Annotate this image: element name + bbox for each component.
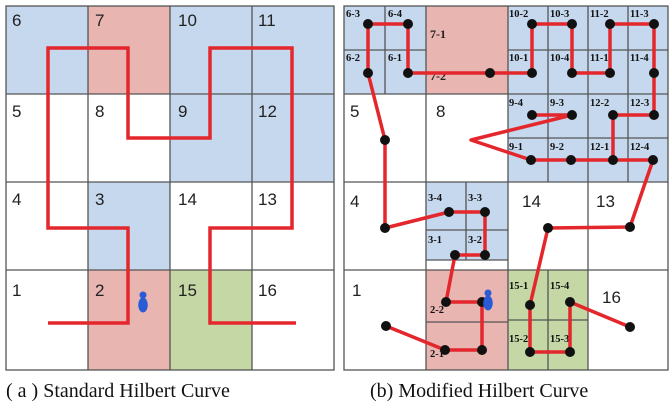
subcell-label: 3-2 xyxy=(468,235,482,246)
subcell-label: 10-4 xyxy=(550,53,570,64)
panel-a: 6 7 10 11 5 8 9 12 4 3 14 13 1 2 15 16 xyxy=(5,5,335,371)
subcell-label: 12-4 xyxy=(630,142,650,153)
panel-b: 5 8 4 14 13 1 16 7-1 7-2 6-3 6-4 6-2 6-1… xyxy=(343,5,669,371)
subcell-label: 3-1 xyxy=(428,235,442,246)
cell-label: 12 xyxy=(258,102,277,121)
subcell-label: 6-1 xyxy=(388,53,402,64)
hilbert-curve-a xyxy=(46,46,296,325)
cell-label: 6 xyxy=(12,11,21,30)
hilbert-curve-b-lower xyxy=(528,159,655,354)
cell-label: 9 xyxy=(178,102,187,121)
subcell-label: 10-3 xyxy=(550,9,569,20)
subcell-label: 9-3 xyxy=(550,98,564,109)
subcell-label: 3-4 xyxy=(428,193,443,204)
grid-b xyxy=(343,5,669,371)
subcell-label: 10-1 xyxy=(509,53,528,64)
subcell-label: 15-2 xyxy=(509,334,528,345)
cell-label: 14 xyxy=(178,190,197,209)
subcell-label: 2-1 xyxy=(430,349,444,360)
subcell-label: 6-2 xyxy=(346,53,360,64)
subcell-label: 6-4 xyxy=(388,9,403,20)
cell-label: 1 xyxy=(352,281,361,300)
cell-bg xyxy=(426,6,508,94)
cell-label: 2 xyxy=(95,281,104,300)
subcell-label: 11-1 xyxy=(590,53,609,64)
subcell-label: 12-1 xyxy=(590,142,609,153)
cell-label: 16 xyxy=(258,281,277,300)
cell-label: 13 xyxy=(258,190,277,209)
cell-label: 14 xyxy=(522,192,541,211)
subcell-label: 9-2 xyxy=(550,142,564,153)
subcell-label: 9-1 xyxy=(509,142,523,153)
caption-b: (b) Modified Hilbert Curve xyxy=(370,380,589,402)
subcell-label: 15-1 xyxy=(509,281,528,292)
cell-label: 3 xyxy=(95,190,104,209)
cell-label: 15 xyxy=(178,281,197,300)
subcell-label: 15-3 xyxy=(550,334,569,345)
cell-label: 13 xyxy=(596,192,615,211)
cell-bg xyxy=(426,270,508,370)
cell-label: 8 xyxy=(95,102,104,121)
cell-label: 16 xyxy=(602,288,621,307)
subcell-label: 3-3 xyxy=(468,193,482,204)
subcell-label: 9-4 xyxy=(509,98,524,109)
subcell-label: 10-2 xyxy=(509,9,528,20)
curve-nodes xyxy=(363,19,659,357)
grid-a xyxy=(5,5,335,371)
subcell-label: 11-3 xyxy=(630,9,649,20)
cell-label: 4 xyxy=(350,192,359,211)
cell-label: 7 xyxy=(95,11,104,30)
cell-label: 5 xyxy=(350,102,359,121)
cell-label: 10 xyxy=(178,11,197,30)
subcell-label: 11-4 xyxy=(630,53,649,64)
subcell-label: 12-2 xyxy=(590,98,609,109)
subcell-label: 6-3 xyxy=(346,9,360,20)
subcell-label: 2-2 xyxy=(430,305,444,316)
person-marker-icon xyxy=(483,289,493,311)
cell-label: 11 xyxy=(258,11,276,30)
cell-bg xyxy=(426,182,508,260)
cell-label: 7-1 xyxy=(430,27,446,41)
cell-label: 5 xyxy=(12,102,21,121)
cell-label: 1 xyxy=(12,281,21,300)
subcell-label: 12-3 xyxy=(630,98,649,109)
person-marker-icon xyxy=(138,291,148,313)
cell-label: 7-2 xyxy=(430,69,446,83)
caption-a: ( a ) Standard Hilbert Curve xyxy=(6,380,230,402)
subcell-label: 15-4 xyxy=(550,281,570,292)
subcell-label: 11-2 xyxy=(590,9,609,20)
cell-label: 4 xyxy=(12,190,21,209)
cell-label: 8 xyxy=(436,102,445,121)
